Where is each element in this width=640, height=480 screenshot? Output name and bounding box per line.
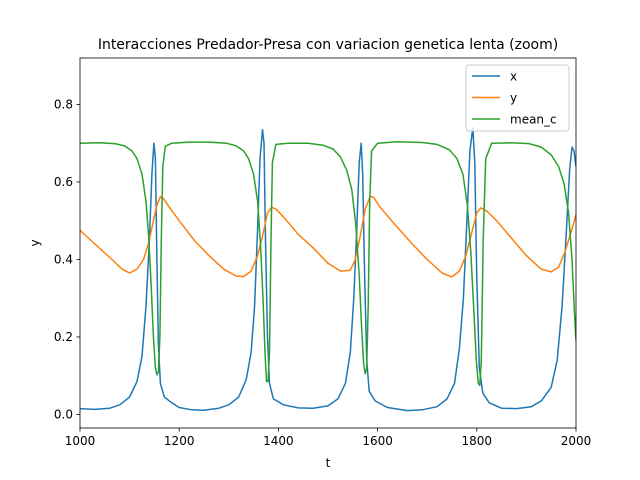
x-tick-label: 1000 (65, 434, 96, 448)
x-tick-label: 1800 (462, 434, 493, 448)
plot-frame (79, 57, 577, 429)
y-axis-label: y (28, 239, 42, 246)
legend-box (465, 64, 570, 132)
x-tick-label: 1200 (164, 434, 195, 448)
y-tick-label: 0.0 (54, 407, 73, 421)
legend-label-y: y (510, 91, 517, 105)
x-tick-label: 2000 (561, 434, 592, 448)
legend-label-x: x (510, 70, 517, 84)
legend: xy mean_c (465, 64, 570, 132)
legend-label-mean-c: mean_c (510, 113, 557, 127)
chart-title: Interacciones Predador-Presa con variaci… (98, 37, 558, 53)
y-tick-label: 0.4 (54, 252, 73, 266)
series-line-mean-c (80, 140, 576, 387)
x-tick-label: 1400 (263, 434, 294, 448)
y-tick-label: 0.2 (54, 330, 73, 344)
x-axis: 1000 1200 1400 1600 1800 2000 (65, 428, 592, 448)
series-line-x (80, 126, 576, 412)
x-axis-label: t (326, 456, 331, 470)
y-axis: 0.0 0.2 0.4 0.6 0.8 (54, 97, 80, 421)
series-layer (80, 126, 576, 412)
y-tick-label: 0.8 (54, 97, 73, 111)
x-tick-label: 1600 (362, 434, 393, 448)
y-tick-label: 0.6 (54, 175, 73, 189)
